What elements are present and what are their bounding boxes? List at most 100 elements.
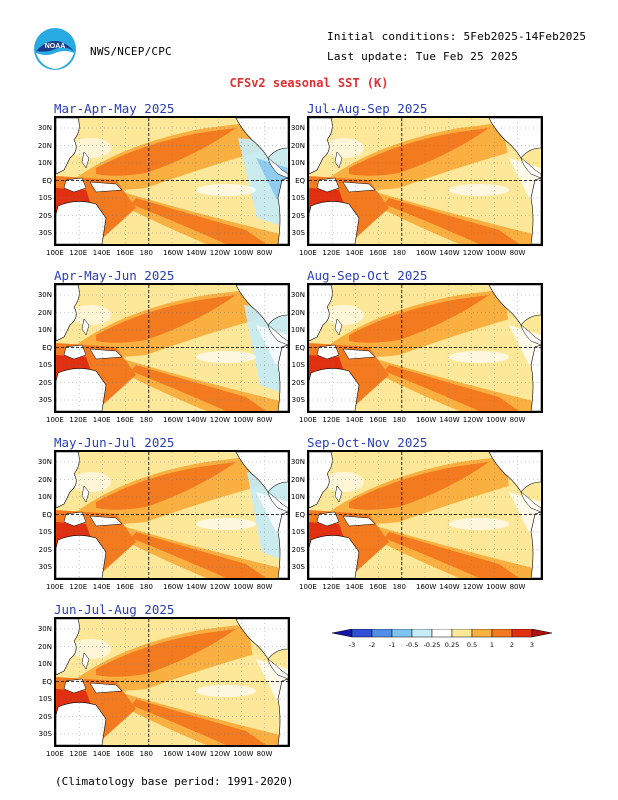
lon-tick-aso-4: 180 <box>392 416 406 424</box>
lat-tick-aso-6: 30S <box>291 396 305 404</box>
colorbar-label-0: -3 <box>349 641 355 649</box>
lat-tick-jas-4: 10S <box>291 194 305 202</box>
lon-tick-jja-9: 80W <box>256 750 273 758</box>
lat-tick-amj-6: 30S <box>38 396 52 404</box>
lat-tick-amj-3: EQ <box>42 343 52 352</box>
sst-map-jja <box>54 617 290 747</box>
lon-tick-son-1: 120E <box>322 583 341 591</box>
lon-tick-aso-3: 160E <box>369 416 387 424</box>
noaa-logo: NOAA <box>33 27 77 71</box>
panel-title-mam: Mar-Apr-May 2025 <box>54 101 175 116</box>
lat-tick-amj-2: 10N <box>37 326 52 334</box>
sst-map-jas <box>307 116 543 246</box>
lon-tick-mam-6: 140W <box>186 249 207 257</box>
lon-tick-mam-0: 100E <box>46 249 64 257</box>
colorbar-swatch-6 <box>451 628 473 638</box>
lon-tick-amj-6: 140W <box>186 416 207 424</box>
lon-tick-jja-7: 120W <box>209 750 231 758</box>
lon-tick-jas-5: 160W <box>416 249 437 257</box>
lon-tick-jja-4: 180 <box>139 750 153 758</box>
lat-tick-son-5: 20S <box>291 545 305 554</box>
lat-tick-son-0: 30N <box>290 458 305 466</box>
lat-tick-amj-5: 20S <box>38 378 52 387</box>
lon-tick-son-2: 140E <box>345 583 364 591</box>
lon-tick-son-3: 160E <box>369 583 387 591</box>
panel-title-jja: Jun-Jul-Aug 2025 <box>54 602 175 617</box>
colorbar-swatch-5 <box>431 628 453 638</box>
colorbar-swatch-8 <box>491 628 513 638</box>
lat-tick-jas-5: 20S <box>291 211 305 220</box>
lat-tick-aso-5: 20S <box>291 378 305 387</box>
lat-tick-mjj-0: 30N <box>37 458 52 466</box>
lon-tick-amj-4: 180 <box>139 416 153 424</box>
lat-tick-jas-6: 30S <box>291 229 305 237</box>
colorbar-label-3: -0.5 <box>406 641 419 649</box>
lat-tick-aso-2: 10N <box>290 326 305 334</box>
lon-tick-aso-6: 140W <box>439 416 460 424</box>
colorbar: -3 -2 -1 -0.5 -0.25 0.25 0.5 1 2 3 <box>322 628 572 655</box>
lat-tick-son-6: 30S <box>291 563 305 571</box>
lat-tick-mam-2: 10N <box>37 159 52 167</box>
colorbar-label-1: -2 <box>369 641 375 649</box>
lat-tick-amj-0: 30N <box>37 291 52 299</box>
colorbar-svg: -3 -2 -1 -0.5 -0.25 0.25 0.5 1 2 3 <box>331 628 553 649</box>
lat-tick-son-4: 10S <box>291 528 305 536</box>
lat-tick-mjj-5: 20S <box>38 545 52 554</box>
colorbar-label-9: 3 <box>530 641 534 649</box>
panel-title-jas: Jul-Aug-Sep 2025 <box>307 101 428 116</box>
lon-tick-aso-1: 120E <box>322 416 341 424</box>
lat-tick-jas-1: 20N <box>290 141 305 150</box>
page-title: CFSv2 seasonal SST (K) <box>229 76 389 90</box>
colorbar-label-7: 1 <box>490 641 494 649</box>
colorbar-label-6: 0.5 <box>467 641 477 649</box>
footer-note: (Climatology base period: 1991-2020) <box>55 775 294 788</box>
lon-tick-son-9: 80W <box>509 583 526 591</box>
sst-map-mam <box>54 116 290 246</box>
lat-tick-jas-2: 10N <box>290 159 305 167</box>
lon-tick-son-0: 100E <box>299 583 317 591</box>
lat-tick-mjj-6: 30S <box>38 563 52 571</box>
lat-tick-aso-3: EQ <box>295 343 305 352</box>
lon-tick-jas-7: 120W <box>462 249 484 257</box>
lon-tick-mam-4: 180 <box>139 249 153 257</box>
lon-tick-son-6: 140W <box>439 583 460 591</box>
lat-tick-aso-0: 30N <box>290 291 305 299</box>
lat-tick-jja-3: EQ <box>42 677 52 686</box>
lon-tick-mjj-1: 120E <box>69 583 88 591</box>
lon-tick-aso-8: 100W <box>486 416 507 424</box>
sst-map-aso <box>307 283 543 413</box>
lon-tick-amj-8: 100W <box>233 416 254 424</box>
lat-tick-mjj-1: 20N <box>37 475 52 484</box>
lat-tick-mam-6: 30S <box>38 229 52 237</box>
lon-tick-mjj-9: 80W <box>256 583 273 591</box>
colorbar-label-4: -0.25 <box>424 641 441 649</box>
lon-tick-amj-2: 140E <box>92 416 111 424</box>
panel-title-aso: Aug-Sep-Oct 2025 <box>307 268 428 283</box>
lon-tick-jas-4: 180 <box>392 249 406 257</box>
lon-tick-amj-5: 160W <box>163 416 184 424</box>
lon-tick-mjj-3: 160E <box>116 583 134 591</box>
lon-tick-jas-8: 100W <box>486 249 507 257</box>
lat-tick-jja-0: 30N <box>37 625 52 633</box>
lon-tick-son-5: 160W <box>416 583 437 591</box>
lon-tick-mam-7: 120W <box>209 249 231 257</box>
colorbar-label-8: 2 <box>510 641 514 649</box>
lon-tick-son-4: 180 <box>392 583 406 591</box>
lon-tick-mam-9: 80W <box>256 249 273 257</box>
panel-title-mjj: May-Jun-Jul 2025 <box>54 435 175 450</box>
lon-tick-son-7: 120W <box>462 583 484 591</box>
lon-tick-jja-2: 140E <box>92 750 111 758</box>
lat-tick-jja-1: 20N <box>37 642 52 651</box>
lon-tick-jja-6: 140W <box>186 750 207 758</box>
panel-title-son: Sep-Oct-Nov 2025 <box>307 435 428 450</box>
lon-tick-mjj-0: 100E <box>46 583 64 591</box>
lon-tick-aso-7: 120W <box>462 416 484 424</box>
initial-conditions: Initial conditions: 5Feb2025-14Feb2025 <box>327 30 587 43</box>
lon-tick-jas-0: 100E <box>299 249 317 257</box>
lon-tick-jja-8: 100W <box>233 750 254 758</box>
colorbar-label-5: 0.25 <box>445 641 459 649</box>
sst-map-amj <box>54 283 290 413</box>
lat-tick-jja-6: 30S <box>38 730 52 738</box>
colorbar-swatch-9 <box>511 628 533 638</box>
lon-tick-mam-3: 160E <box>116 249 134 257</box>
